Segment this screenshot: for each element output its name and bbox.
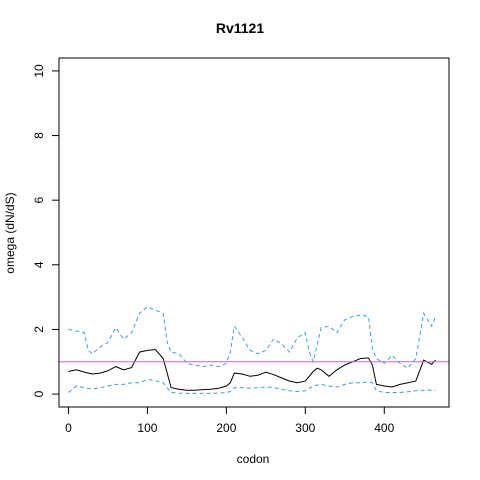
y-tick-label: 6	[32, 197, 46, 204]
series-line-upper-bound	[68, 306, 437, 369]
x-tick-label: 0	[65, 421, 72, 435]
x-axis-title: codon	[237, 452, 270, 466]
y-axis: 0 2 4 6 8 10	[32, 64, 60, 397]
x-tick-label: 400	[374, 421, 394, 435]
x-tick-label: 100	[137, 421, 157, 435]
plot-frame	[58, 57, 450, 408]
x-tick-label: 300	[295, 421, 315, 435]
y-tick-label: 8	[32, 132, 46, 139]
x-axis: 0 100 200 300 400	[65, 406, 395, 435]
series-line-estimate	[68, 348, 436, 391]
y-tick-label: 10	[32, 64, 46, 78]
y-axis-title: omega (dN/dS)	[3, 192, 17, 273]
series-line-lower-bound	[68, 378, 436, 394]
x-tick-label: 200	[216, 421, 236, 435]
y-tick-label: 2	[32, 326, 46, 333]
y-tick-label: 0	[32, 390, 46, 397]
y-tick-label: 4	[32, 261, 46, 268]
chart-title: Rv1121	[215, 20, 265, 36]
